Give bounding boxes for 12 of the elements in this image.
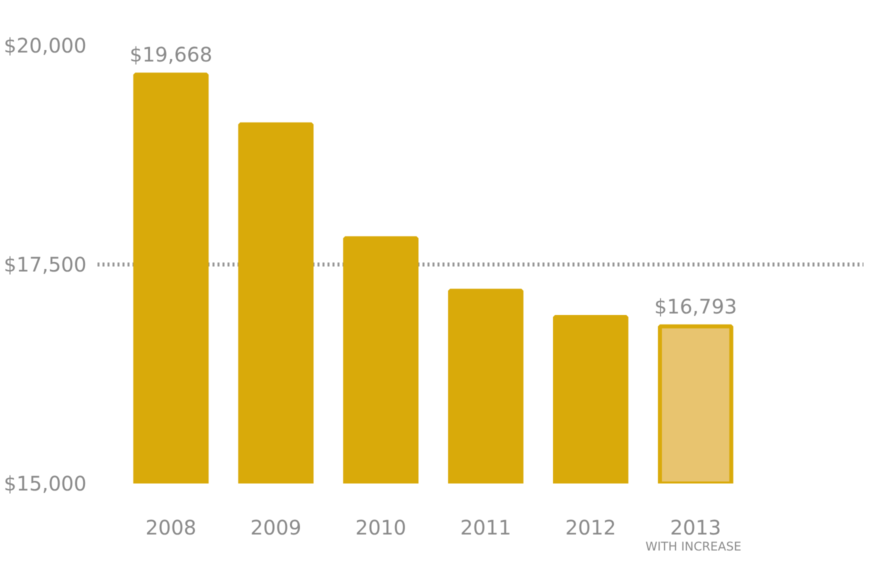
data-label: $19,668: [130, 42, 212, 67]
x-tick-label: 2013: [670, 516, 722, 540]
x-tick-label: 2012: [565, 516, 616, 540]
y-tick-label: $20,000: [4, 34, 87, 58]
y-tick-label: $17,500: [4, 252, 87, 276]
data-label: $16,793: [654, 294, 737, 318]
x-tick-label: 2010: [355, 516, 406, 540]
text: WITH INCREASE: [646, 540, 742, 554]
y-tick-label: $15,000: [4, 472, 87, 496]
x-tick-label: 2008: [146, 516, 196, 540]
x-tick-label: 2009: [250, 516, 302, 540]
x-tick-label: 2011: [460, 516, 512, 540]
